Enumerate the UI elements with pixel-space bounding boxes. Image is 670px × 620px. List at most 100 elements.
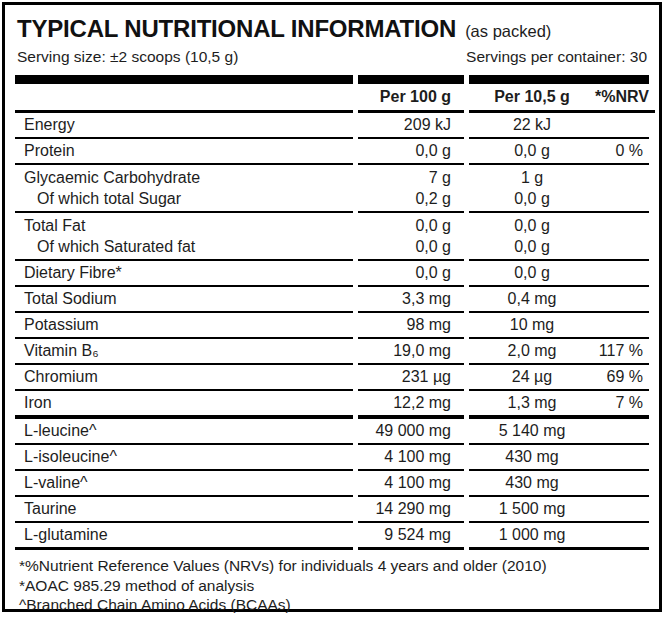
nutrient-label: Glycaemic Carbohydrate (24, 167, 353, 188)
per-100g-value: 3,3 mg (358, 287, 464, 313)
per-serving-value: 2,0 mg (469, 339, 595, 363)
nrv-value (595, 167, 649, 209)
column-header-per100g: Per 100 g (358, 84, 464, 113)
table-row-fibre: Dietary Fibre* 0,0 g 0,0 g (15, 261, 649, 287)
nutrient-label: Total Fat (24, 215, 353, 236)
serving-info: Serving size: ±2 scoops (10,5 g) Serving… (11, 48, 653, 66)
nrv-value: 7 % (595, 391, 649, 415)
column-header-empty (15, 84, 353, 113)
nutrient-label: Chromium (15, 365, 353, 391)
per-serving-sub-value: 0,0 g (469, 188, 595, 209)
per-100g-value: 4 100 mg (358, 445, 464, 471)
per-100g-value: 231 µg (358, 365, 464, 391)
per-serving-sub-value: 0,0 g (469, 236, 595, 257)
nrv-value (595, 313, 649, 337)
nrv-value (595, 287, 649, 311)
per-100g-value: 0,0 g (358, 261, 464, 287)
nrv-value (595, 497, 649, 521)
servings-per-container-text: Servings per container: 30 (466, 48, 647, 66)
table-row-carbohydrate: Glycaemic Carbohydrate Of which total Su… (15, 165, 649, 213)
per-100g-value: 49 000 mg (358, 419, 464, 445)
table-row-protein: Protein 0,0 g 0,0 g 0 % (15, 139, 649, 165)
per-100g-sub-value: 0,0 g (358, 236, 451, 257)
nutrient-label: Dietary Fibre* (15, 261, 353, 287)
per-100g-value: 19,0 mg (358, 339, 464, 365)
per-serving-value: 430 mg (469, 445, 595, 469)
per-100g-value: 0,0 g (358, 139, 464, 165)
nrv-value: 69 % (595, 365, 649, 389)
footnote-nrv: *%Nutrient Reference Values (NRVs) for i… (19, 556, 647, 576)
table-row-chromium: Chromium 231 µg 24 µg 69 % (15, 365, 649, 391)
per-100g-value: 14 290 mg (358, 497, 464, 523)
nutrient-label: L-glutamine (15, 523, 353, 550)
nutrient-label: L-isoleucine^ (15, 445, 353, 471)
table-row-isoleucine: L-isoleucine^ 4 100 mg 430 mg (15, 445, 649, 471)
nutrient-label: Iron (15, 391, 353, 419)
nutrition-label: TYPICAL NUTRITIONAL INFORMATION (as pack… (2, 2, 662, 612)
per-serving-value: 22 kJ (469, 113, 595, 137)
serving-size-text: Serving size: ±2 scoops (10,5 g) (17, 48, 238, 66)
nrv-value: 0 % (595, 139, 649, 163)
header-bar (15, 75, 649, 84)
nutrient-label: L-leucine^ (15, 419, 353, 445)
table-row-glutamine: L-glutamine 9 524 mg 1 000 mg (15, 523, 649, 550)
nutrient-label: Potassium (15, 313, 353, 339)
per-100g-sub-value: 0,2 g (358, 188, 451, 209)
page-title: TYPICAL NUTRITIONAL INFORMATION (17, 15, 456, 43)
table-row-fat: Total Fat Of which Saturated fat 0,0 g 0… (15, 213, 649, 261)
per-serving-value: 0,0 g (469, 261, 595, 285)
table-row-energy: Energy 209 kJ 22 kJ (15, 113, 649, 139)
column-header-per-serving: Per 10,5 g (469, 84, 595, 113)
nutrient-label: Taurine (15, 497, 353, 523)
footnote-aoac: *AOAC 985.29 method of analysis (19, 576, 647, 596)
nutrient-sub-label: Of which total Sugar (24, 188, 353, 209)
nutrient-label: L-valine^ (15, 471, 353, 497)
per-100g-value: 0,0 g (358, 215, 451, 236)
per-100g-value: 9 524 mg (358, 523, 464, 550)
per-serving-value: 5 140 mg (469, 419, 595, 443)
footnote-bcaa: ^Branched Chain Amino Acids (BCAAs) (19, 595, 647, 615)
nutrient-label: Vitamin B₆ (15, 339, 353, 365)
nrv-value: 117 % (595, 339, 649, 363)
label-title-line: TYPICAL NUTRITIONAL INFORMATION (as pack… (11, 15, 653, 43)
table-row-iron: Iron 12,2 mg 1,3 mg 7 % (15, 391, 649, 419)
nrv-value (595, 113, 649, 137)
column-header-row: Per 100 g Per 10,5 g *%NRV (15, 84, 649, 113)
per-serving-value: 1,3 mg (469, 391, 595, 415)
per-100g-value: 4 100 mg (358, 471, 464, 497)
nrv-value (595, 419, 649, 443)
table-row-leucine: L-leucine^ 49 000 mg 5 140 mg (15, 419, 649, 445)
nutrition-table: Per 100 g Per 10,5 g *%NRV Energy 209 kJ… (15, 75, 649, 550)
per-serving-value: 0,0 g (469, 139, 595, 163)
header-bar-segment (15, 75, 353, 84)
nrv-value (595, 215, 649, 257)
nutrient-label: Total Sodium (15, 287, 353, 313)
table-row-potassium: Potassium 98 mg 10 mg (15, 313, 649, 339)
per-serving-value: 1 g (469, 167, 595, 188)
per-100g-value: 98 mg (358, 313, 464, 339)
nutrient-label: Protein (15, 139, 353, 165)
table-row-valine: L-valine^ 4 100 mg 430 mg (15, 471, 649, 497)
header-bar-segment (469, 75, 649, 84)
nutrient-label: Energy (15, 113, 353, 139)
header-bar-segment (358, 75, 464, 84)
per-serving-value: 10 mg (469, 313, 595, 337)
nrv-value (595, 523, 649, 547)
nutrient-sub-label: Of which Saturated fat (24, 236, 353, 257)
table-row-taurine: Taurine 14 290 mg 1 500 mg (15, 497, 649, 523)
table-row-vitamin-b6: Vitamin B₆ 19,0 mg 2,0 mg 117 % (15, 339, 649, 365)
per-serving-value: 1 500 mg (469, 497, 595, 521)
per-100g-value: 12,2 mg (358, 391, 464, 419)
per-serving-value: 430 mg (469, 471, 595, 495)
nrv-value (595, 445, 649, 469)
per-100g-value: 209 kJ (358, 113, 464, 139)
title-note: (as packed) (465, 22, 551, 41)
footnotes: *%Nutrient Reference Values (NRVs) for i… (11, 550, 653, 615)
nrv-value (595, 261, 649, 285)
column-header-nrv: *%NRV (595, 84, 655, 113)
nrv-value (595, 471, 649, 495)
per-serving-value: 0,4 mg (469, 287, 595, 311)
table-row-sodium: Total Sodium 3,3 mg 0,4 mg (15, 287, 649, 313)
per-serving-value: 24 µg (469, 365, 595, 389)
per-100g-value: 7 g (358, 167, 451, 188)
